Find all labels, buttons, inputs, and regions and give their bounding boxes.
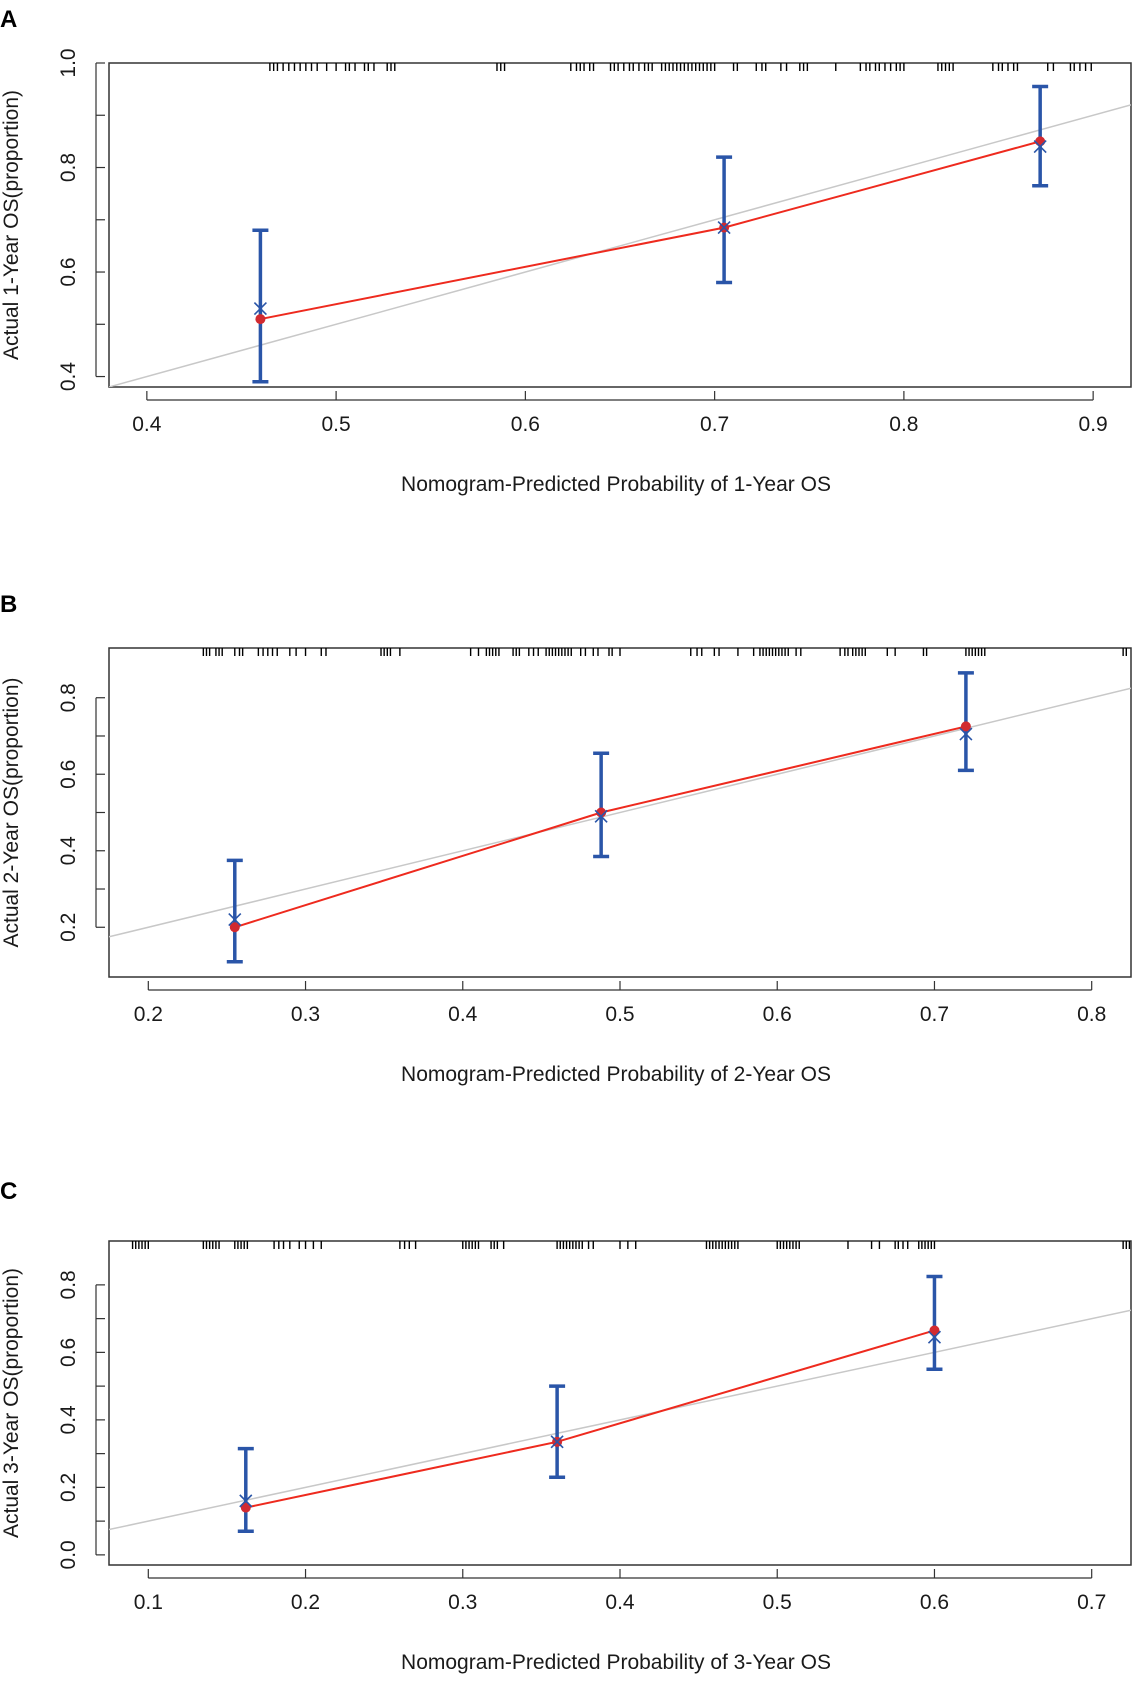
y-tick-label: 0.6 xyxy=(57,1338,80,1367)
observed-point xyxy=(229,922,240,933)
bias-corrected-marker xyxy=(594,809,608,823)
ideal-line xyxy=(109,687,1131,938)
error-bar xyxy=(549,1384,566,1479)
bias-corrected-marker xyxy=(228,913,242,927)
y-tick-label: 0.4 xyxy=(57,836,80,866)
x-tick-label: 0.3 xyxy=(291,1003,320,1026)
observed-line xyxy=(245,1329,935,1509)
x-tick-label: 0.6 xyxy=(511,413,540,436)
observed-point xyxy=(255,314,266,325)
observed-point xyxy=(960,721,971,732)
y-axis-title: Actual 2-Year OS(proportion) xyxy=(0,677,23,947)
y-tick-label: 0.4 xyxy=(57,1405,80,1435)
y-tick-label: 0.8 xyxy=(57,153,80,182)
x-axis-title: Nomogram-Predicted Probability of 2-Year… xyxy=(401,1063,831,1086)
panel-label: C xyxy=(0,1178,17,1205)
y-tick-label: 0.6 xyxy=(57,760,80,789)
y-tick-label: 0.8 xyxy=(57,1270,80,1299)
ideal-line xyxy=(109,104,1131,387)
panel-label: A xyxy=(0,6,17,33)
y-tick-label: 0.8 xyxy=(57,683,80,712)
x-tick-label: 0.7 xyxy=(920,1003,949,1026)
plot-frame xyxy=(108,1240,1132,1566)
rug-marks xyxy=(131,1241,1131,1249)
x-tick-label: 0.8 xyxy=(1077,1003,1106,1026)
bias-corrected-marker xyxy=(550,1435,564,1449)
ideal-line xyxy=(109,1309,1131,1531)
y-tick-label: 1.0 xyxy=(57,48,80,77)
y-axis-title: Actual 1-Year OS(proportion) xyxy=(0,90,23,360)
bias-corrected-marker xyxy=(253,302,267,316)
error-bar xyxy=(593,751,610,859)
error-bar xyxy=(226,858,243,964)
y-tick-label: 0.2 xyxy=(57,913,80,942)
x-tick-label: 0.8 xyxy=(889,413,918,436)
bias-corrected-marker xyxy=(239,1494,253,1508)
x-tick-label: 0.2 xyxy=(134,1003,163,1026)
calibration-panel-B: B 0.2 0.3 0.4 0.5 0.6 0.7 0.8 0.2 0.4 0.6 0.8 Nomogr… xyxy=(0,591,1132,1086)
calibration-panel-C: C 0.1 0.2 0.3 0.4 0.5 0.6 0.7 0.0 0.2 0.4 0.6 0.8 Nom… xyxy=(0,1178,1132,1674)
error-bar xyxy=(1032,84,1049,188)
x-tick-label: 0.5 xyxy=(763,1591,792,1614)
observed-point xyxy=(240,1502,251,1513)
x-tick-label: 0.4 xyxy=(448,1003,478,1026)
bias-corrected-marker xyxy=(717,221,731,235)
bias-corrected-marker xyxy=(959,727,973,741)
observed-point xyxy=(929,1325,940,1336)
error-bar xyxy=(926,1274,943,1371)
x-tick-label: 0.6 xyxy=(763,1003,792,1026)
rug-marks xyxy=(202,648,1127,656)
y-axis-title: Actual 3-Year OS(proportion) xyxy=(0,1268,23,1538)
bias-corrected-marker xyxy=(1033,140,1047,154)
y-tick-label: 0.6 xyxy=(57,257,80,286)
x-tick-label: 0.4 xyxy=(605,1591,635,1614)
panel-label: B xyxy=(0,591,17,618)
y-tick-label: 0.0 xyxy=(57,1540,80,1569)
x-tick-label: 0.2 xyxy=(291,1591,320,1614)
x-tick-label: 0.5 xyxy=(605,1003,634,1026)
error-bar xyxy=(252,228,269,384)
error-bar xyxy=(237,1446,254,1533)
bias-corrected-marker xyxy=(927,1330,942,1344)
error-bar xyxy=(716,155,733,285)
observed-point xyxy=(596,807,607,818)
x-tick-label: 0.7 xyxy=(700,413,729,436)
x-tick-label: 0.5 xyxy=(322,413,351,436)
x-axis-title: Nomogram-Predicted Probability of 3-Year… xyxy=(401,1651,831,1674)
observed-line xyxy=(260,140,1041,321)
plot-frame xyxy=(108,62,1132,388)
x-tick-label: 0.3 xyxy=(448,1591,477,1614)
x-axis-title: Nomogram-Predicted Probability of 1-Year… xyxy=(401,473,831,496)
x-tick-label: 0.7 xyxy=(1077,1591,1106,1614)
x-tick-label: 0.6 xyxy=(920,1591,949,1614)
x-tick-label: 0.9 xyxy=(1079,413,1108,436)
y-tick-label: 0.2 xyxy=(57,1473,80,1502)
x-tick-label: 0.1 xyxy=(134,1591,163,1614)
rug-marks xyxy=(269,63,1092,71)
calibration-panel-A: A 0.4 0.5 0.6 0.7 0.8 0.9 0.4 0.6 0.8 1.0 Nomogram-… xyxy=(0,6,1132,496)
observed-point xyxy=(1035,136,1046,147)
x-tick-label: 0.4 xyxy=(132,413,162,436)
y-tick-label: 0.4 xyxy=(57,362,80,392)
